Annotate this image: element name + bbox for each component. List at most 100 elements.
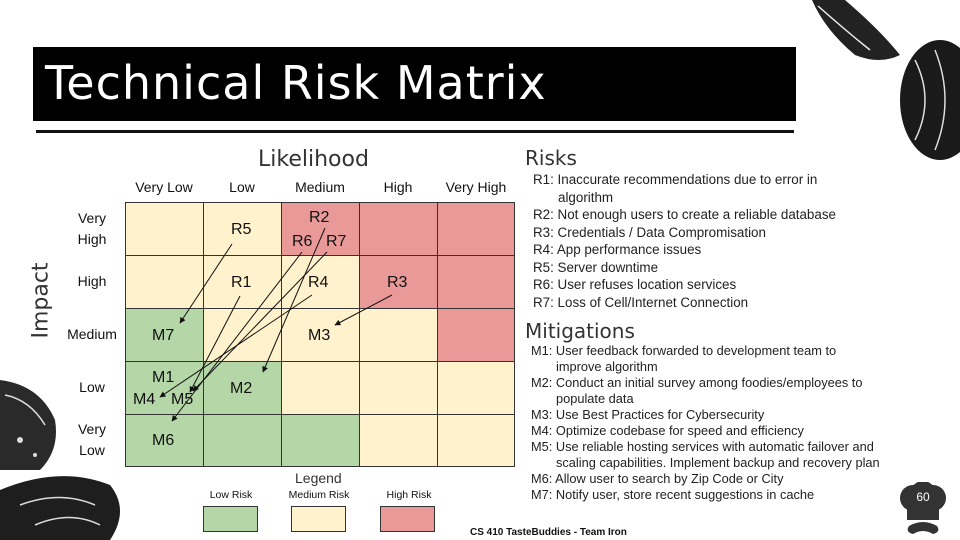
matrix-cell bbox=[437, 202, 515, 256]
croissant-illustration bbox=[0, 476, 120, 540]
matrix-cell bbox=[281, 361, 360, 415]
mitigation-item-m5-text: M5: Use reliable hosting services with a… bbox=[531, 439, 874, 454]
risk-label-r4: R4 bbox=[308, 274, 329, 291]
impact-axis-title: Impact bbox=[28, 262, 54, 339]
mitigation-item-m7: M7: Notify user, store recent suggestion… bbox=[531, 487, 951, 503]
mitigation-item-m6: M6: Allow user to search by Zip Code or … bbox=[531, 471, 951, 487]
row-header-very-high-line2: High bbox=[77, 231, 107, 247]
matrix-cell bbox=[437, 361, 515, 415]
matrix-cell bbox=[125, 255, 204, 309]
row-header-very-low-line1: Very bbox=[77, 421, 106, 437]
row-header-medium: Medium bbox=[60, 324, 124, 345]
mitigations-heading: Mitigations bbox=[525, 319, 635, 343]
matrix-cell bbox=[203, 414, 282, 467]
mitigation-label-m7: M7 bbox=[152, 327, 175, 344]
footer-course-team: CS 410 TasteBuddies - Team Iron bbox=[470, 527, 627, 538]
mitigation-item-m2-text: M2: Conduct an initial survey among food… bbox=[531, 375, 863, 390]
mitigation-item-m5-continuation: scaling capabilities. Implement backup a… bbox=[556, 455, 880, 470]
bread-roll-illustration bbox=[900, 40, 960, 160]
risk-item-r1: R1: Inaccurate recommendations due to er… bbox=[533, 171, 928, 206]
risk-label-r7: R7 bbox=[326, 233, 347, 250]
legend-label-low-risk: Low Risk bbox=[209, 489, 253, 501]
likelihood-axis-title: Likelihood bbox=[258, 147, 369, 172]
row-header-very-low: Very Low bbox=[60, 419, 124, 461]
risk-item-r7-text: R7: Loss of Cell/Internet Connection bbox=[533, 294, 749, 310]
matrix-cell bbox=[359, 414, 438, 467]
matrix-cell bbox=[125, 202, 204, 256]
mitigation-item-m4-text: M4: Optimize codebase for speed and effi… bbox=[531, 423, 804, 438]
risk-item-r3: R3: Credentials / Data Compromisation bbox=[533, 224, 928, 242]
risk-item-r4-text: R4: App performance issues bbox=[533, 242, 702, 257]
mitigation-label-m3: M3 bbox=[308, 327, 331, 344]
risk-matrix-grid bbox=[125, 202, 515, 467]
risk-label-r1: R1 bbox=[231, 274, 252, 291]
risk-item-r3-text: R3: Credentials / Data Compromisation bbox=[533, 224, 766, 240]
mitigation-label-m5: M5 bbox=[171, 391, 194, 408]
risk-item-r6: R6: User refuses location services bbox=[533, 276, 928, 294]
risk-label-r3: R3 bbox=[387, 274, 408, 291]
mitigation-item-m6-text: M6: Allow user to search by Zip Code or … bbox=[531, 471, 784, 486]
mitigation-item-m2-continuation: populate data bbox=[556, 391, 634, 406]
mitigation-label-m4: M4 bbox=[133, 391, 156, 408]
risk-item-r2: R2: Not enough users to create a reliabl… bbox=[533, 206, 928, 224]
legend-swatch-low-risk bbox=[203, 506, 258, 532]
row-header-medium-line1: Medium bbox=[67, 326, 117, 342]
risks-heading: Risks bbox=[525, 146, 577, 170]
row-header-very-high-line1: Very bbox=[77, 210, 106, 226]
risks-list: R1: Inaccurate recommendations due to er… bbox=[533, 171, 928, 311]
risk-item-r2-text: R2: Not enough users to create a reliabl… bbox=[533, 207, 836, 222]
risk-label-r2: R2 bbox=[309, 209, 330, 226]
matrix-cell bbox=[437, 255, 515, 309]
mitigation-item-m2: M2: Conduct an initial survey among food… bbox=[531, 375, 951, 407]
column-header-very-low: Very Low bbox=[135, 179, 193, 195]
row-header-low-line1: Low bbox=[79, 379, 105, 395]
column-header-low: Low bbox=[229, 179, 255, 195]
mitigation-label-m2: M2 bbox=[230, 380, 253, 397]
mitigation-item-m3: M3: Use Best Practices for Cybersecurity bbox=[531, 407, 951, 423]
baguette-illustration bbox=[812, 0, 900, 60]
matrix-cell bbox=[359, 202, 438, 256]
mitigation-item-m1-text: M1: User feedback forwarded to developme… bbox=[531, 343, 837, 358]
mitigations-list: M1: User feedback forwarded to developme… bbox=[531, 343, 951, 503]
mitigation-item-m4: M4: Optimize codebase for speed and effi… bbox=[531, 423, 951, 439]
column-header-very-high: Very High bbox=[445, 179, 507, 195]
legend-label-high-risk: High Risk bbox=[386, 489, 432, 501]
risk-item-r4: R4: App performance issues bbox=[533, 241, 928, 259]
column-header-medium: Medium bbox=[295, 179, 345, 195]
title-bar bbox=[33, 47, 796, 121]
legend-swatch-medium-risk bbox=[291, 506, 346, 532]
mitigation-item-m1: M1: User feedback forwarded to developme… bbox=[531, 343, 951, 375]
matrix-cell bbox=[359, 361, 438, 415]
matrix-cell bbox=[437, 308, 515, 362]
risk-item-r1-continuation: algorithm bbox=[558, 189, 614, 205]
mitigation-label-m6: M6 bbox=[152, 432, 175, 449]
risk-label-r6: R6 bbox=[292, 233, 313, 250]
mitigation-label-m1: M1 bbox=[152, 369, 175, 386]
mitigation-item-m7-text: M7: Notify user, store recent suggestion… bbox=[531, 487, 815, 502]
row-header-very-high: Very High bbox=[60, 208, 124, 250]
page-number: 60 bbox=[916, 490, 930, 504]
column-header-high: High bbox=[383, 179, 413, 195]
mitigation-item-m5: M5: Use reliable hosting services with a… bbox=[531, 439, 951, 471]
risk-item-r5-text: R5: Server downtime bbox=[533, 259, 659, 275]
mitigation-item-m1-continuation: improve algorithm bbox=[556, 359, 658, 374]
risk-item-r7: R7: Loss of Cell/Internet Connection bbox=[533, 294, 928, 312]
title-divider bbox=[36, 130, 794, 133]
legend-swatch-high-risk bbox=[380, 506, 435, 532]
row-header-high-line1: High bbox=[77, 273, 107, 289]
matrix-cell bbox=[359, 308, 438, 362]
risk-item-r6-text: R6: User refuses location services bbox=[533, 277, 737, 292]
risk-label-r5: R5 bbox=[231, 221, 252, 238]
burger-illustration bbox=[0, 380, 56, 470]
mitigation-item-m3-text: M3: Use Best Practices for Cybersecurity bbox=[531, 407, 765, 422]
matrix-cell bbox=[437, 414, 515, 467]
chef-hat-icon bbox=[900, 482, 946, 534]
row-header-very-low-line2: Low bbox=[79, 442, 105, 458]
risk-item-r1-text: R1: Inaccurate recommendations due to er… bbox=[533, 172, 818, 187]
legend-title: Legend bbox=[295, 470, 342, 486]
risk-item-r5: R5: Server downtime bbox=[533, 259, 928, 277]
row-header-high: High bbox=[60, 271, 124, 292]
matrix-cell bbox=[281, 414, 360, 467]
row-header-low: Low bbox=[60, 377, 124, 398]
legend-label-medium-risk: Medium Risk bbox=[288, 489, 350, 501]
